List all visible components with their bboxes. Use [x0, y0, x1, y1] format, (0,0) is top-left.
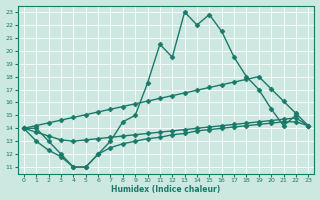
X-axis label: Humidex (Indice chaleur): Humidex (Indice chaleur)	[111, 185, 221, 194]
